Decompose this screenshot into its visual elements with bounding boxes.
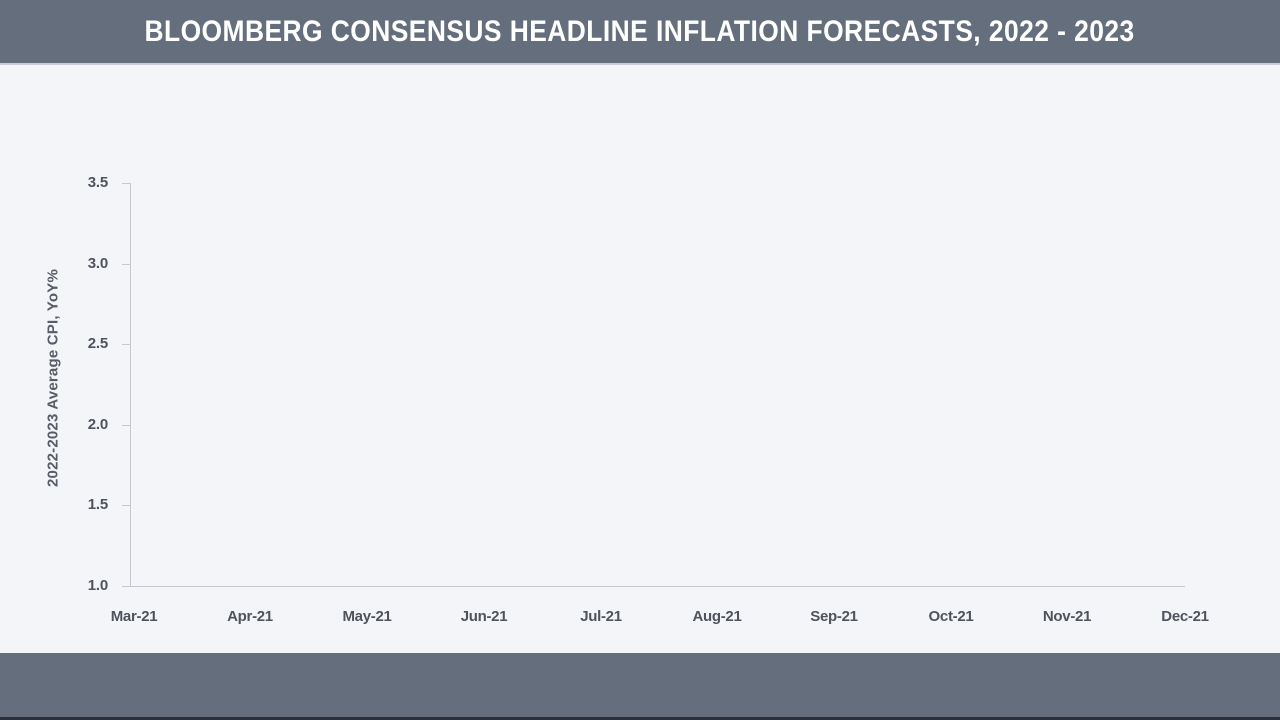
x-tick-label: Dec-21 <box>1161 608 1209 625</box>
y-axis-line <box>130 183 131 586</box>
y-tick-label: 3.0 <box>87 255 108 272</box>
x-tick-label: Jun-21 <box>460 608 508 625</box>
y-tick-mark <box>122 425 130 426</box>
y-tick-mark <box>122 264 130 265</box>
y-tick-mark <box>122 344 130 345</box>
y-tick-label: 1.5 <box>87 496 108 513</box>
y-tick-label: 1.0 <box>87 577 108 594</box>
y-axis-title: 2022-2023 Average CPI, YoY% <box>44 268 62 488</box>
chart-title: BLOOMBERG CONSENSUS HEADLINE INFLATION F… <box>144 14 1136 48</box>
y-tick-mark <box>122 505 130 506</box>
y-tick-mark <box>122 183 130 184</box>
x-tick-label: Sep-21 <box>810 608 858 625</box>
y-tick-label: 3.5 <box>87 174 108 191</box>
chart-area: 2022-2023 Average CPI, YoY% 3.5 3.0 2.5 … <box>0 65 1280 688</box>
bottom-edge-border <box>0 717 1280 720</box>
x-axis-line <box>122 586 1185 587</box>
x-tick-label: Oct-21 <box>928 608 974 625</box>
x-tick-label: Aug-21 <box>692 608 742 625</box>
y-tick-label: 2.5 <box>87 335 108 352</box>
x-tick-label: May-21 <box>342 608 392 625</box>
footer-bar <box>0 653 1280 717</box>
x-tick-label: Mar-21 <box>110 608 158 625</box>
y-tick-label: 2.0 <box>87 416 108 433</box>
x-tick-label: Apr-21 <box>227 608 273 625</box>
x-tick-label: Nov-21 <box>1042 608 1092 625</box>
x-tick-label: Jul-21 <box>580 608 622 625</box>
header-bar: BLOOMBERG CONSENSUS HEADLINE INFLATION F… <box>0 0 1280 65</box>
